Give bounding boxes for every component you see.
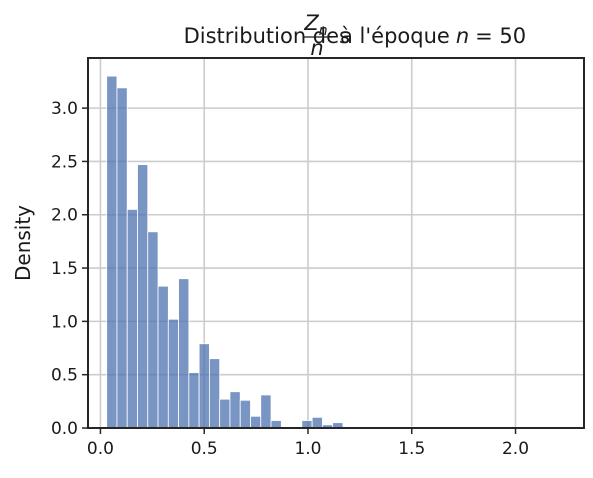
bar — [239, 399, 251, 429]
y-tick-label: 3.0 — [51, 99, 78, 119]
bar — [116, 87, 128, 429]
equation: = 50 — [475, 24, 526, 48]
bar — [209, 358, 221, 429]
y-tick-label: 2.0 — [51, 206, 78, 226]
x-tick-label: 2.0 — [502, 439, 529, 459]
bar — [137, 164, 149, 429]
bar — [198, 343, 210, 429]
bar — [229, 391, 241, 429]
bar — [157, 285, 169, 429]
y-tick-label: 1.0 — [51, 312, 78, 332]
title-numerator: Zn — [303, 11, 327, 39]
y-tick-label: 1.5 — [51, 259, 78, 279]
y-tick-label: 0.5 — [51, 366, 78, 386]
axes: 0.0 0.5 1.0 1.5 2.0 2.5 3.0 0.0 0.5 1.0 1.5 2.0 — [51, 57, 585, 459]
chart-title: Distribution des Zn n à l'époque n = 50 — [184, 11, 527, 60]
suffix: à l'époque — [340, 24, 450, 48]
plot-frame — [87, 57, 585, 429]
bar — [178, 278, 190, 429]
title-prefix: Distribution des — [184, 24, 350, 48]
variable: n — [456, 24, 469, 48]
bar — [301, 420, 313, 429]
bar — [311, 416, 323, 429]
bar — [219, 398, 231, 429]
x-tick-label: 1.0 — [294, 439, 321, 459]
y-axis-label: Density — [11, 205, 35, 281]
bars — [106, 75, 560, 429]
title-denominator: n — [310, 36, 323, 60]
bar — [270, 420, 282, 429]
x-tick-label: 1.5 — [398, 439, 425, 459]
bar — [250, 415, 262, 429]
numerator: Z — [303, 11, 319, 35]
bar — [106, 75, 118, 429]
x-tick-label: 0.0 — [87, 439, 114, 459]
x-tick-label: 0.5 — [191, 439, 218, 459]
numerator-sub: n — [319, 23, 328, 39]
bar — [167, 318, 179, 429]
y-tick-label: 0.0 — [51, 419, 78, 439]
title-suffix: à l'époque n = 50 — [340, 24, 526, 48]
bar — [126, 209, 138, 429]
bar — [260, 394, 272, 429]
bar — [147, 231, 159, 429]
y-tick-label: 2.5 — [51, 152, 78, 172]
bar — [188, 372, 200, 429]
